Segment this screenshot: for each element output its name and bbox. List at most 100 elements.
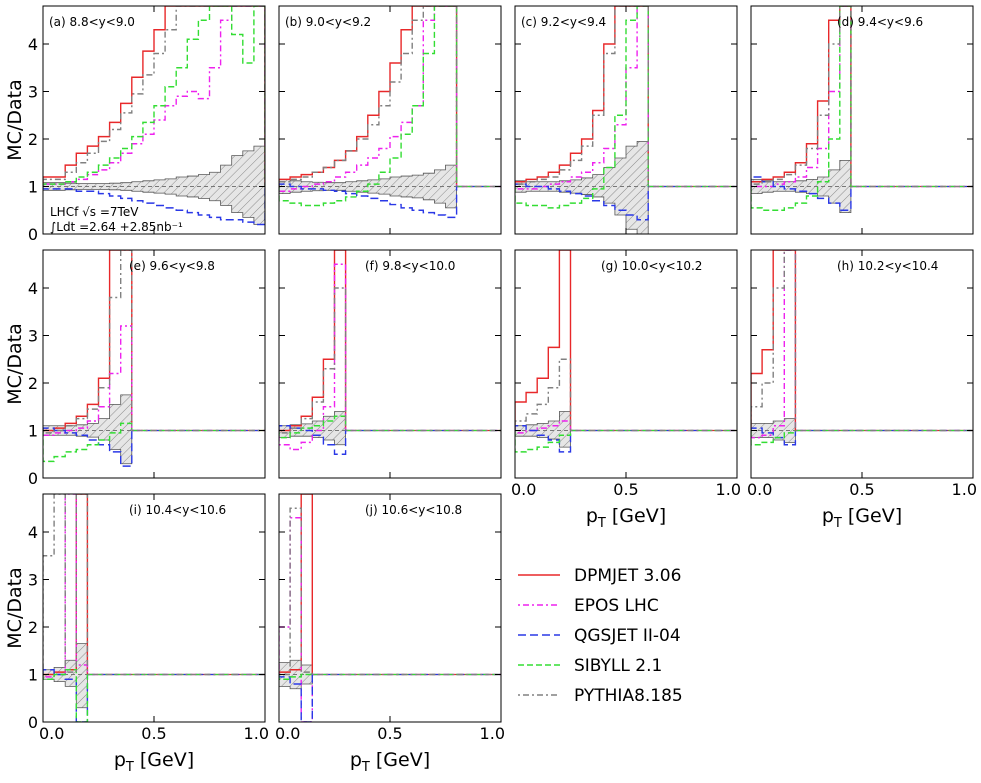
series-sibyll-2-1: [751, 6, 852, 211]
x-tick-label: 0.5: [613, 480, 638, 499]
panel-plot-area: [43, 250, 265, 467]
y-tick-label: 0: [28, 713, 38, 732]
series-epos-lhc: [279, 517, 313, 722]
panel-8: 0.0 0.5 1.0 (h) 10.2<y<10.4 pT [GeV]: [747, 249, 977, 531]
x-tick-label: 1.0: [480, 724, 505, 743]
panel-plot-area: [279, 250, 501, 455]
series-sibyll-2-1: [279, 415, 347, 439]
panel-label: (d) 9.4<y<9.6: [837, 15, 923, 29]
series-qgsjet-ii-04: [751, 427, 797, 446]
series-sibyll-2-1: [43, 669, 89, 722]
series-sibyll-2-1: [279, 6, 458, 207]
y-axis-label: MC/Data: [4, 323, 26, 404]
uncertainty-band: [515, 411, 571, 448]
y-tick-label: 0: [28, 469, 38, 488]
series-epos-lhc: [279, 263, 347, 451]
x-tick-label: 1.0: [716, 480, 741, 499]
x-tick-label: 0.0: [275, 724, 300, 743]
x-tick-label: 0.0: [39, 724, 64, 743]
series-epos-lhc: [43, 494, 89, 678]
panel-2: (b) 9.0<y<9.2: [278, 5, 502, 235]
panel-1: 0 1 2 3 4 (a) 8.8<y<9.0 MC/Data: [4, 5, 266, 244]
x-tick-label: 0.5: [377, 724, 402, 743]
legend-entry: PYTHIA8.185: [574, 686, 683, 706]
x-axis-label-unit: [GeV]: [606, 505, 666, 527]
series-dpmjet-3-06: [43, 6, 265, 187]
panels-layer: 0 1 2 3 4 (a) 8.8<y<9.0 MC/Data (b) 9.0<y<9.2 (c…: [4, 5, 977, 775]
legend-entry: EPOS LHC: [574, 596, 659, 616]
y-tick-label: 2: [28, 374, 38, 393]
legend-entry: QGSJET II-04: [574, 626, 681, 646]
series-epos-lhc: [751, 250, 797, 439]
annotation-line-1: LHCf √s =7TeV: [50, 205, 139, 219]
panel-plot-area: [515, 6, 737, 234]
x-axis-label: pT [GeV]: [586, 505, 666, 531]
series-epos-lhc: [751, 6, 852, 188]
series-qgsjet-ii-04: [279, 674, 313, 722]
panel-label: (b) 9.0<y<9.2: [285, 15, 371, 29]
panel-label: (j) 10.6<y<10.8: [365, 503, 462, 517]
panel-frame: [278, 5, 502, 235]
panel-label: (a) 8.8<y<9.0: [49, 15, 135, 29]
series-dpmjet-3-06: [751, 6, 852, 187]
y-tick-label: 1: [28, 422, 38, 441]
panel-label: (h) 10.2<y<10.4: [837, 259, 938, 273]
panel-10: 0.0 0.5 1.0 (j) 10.6<y<10.8 pT [GeV]: [275, 493, 505, 775]
series-dpmjet-3-06: [279, 494, 313, 675]
series-pythia8-185: [279, 6, 458, 187]
x-axis-label-unit: [GeV]: [134, 749, 194, 771]
series-qgsjet-ii-04: [751, 176, 852, 211]
y-tick-label: 3: [28, 83, 38, 102]
panel-6: (f) 9.8<y<10.0: [278, 249, 502, 479]
series-dpmjet-3-06: [751, 250, 797, 431]
series-epos-lhc: [515, 420, 572, 434]
x-axis-label: pT [GeV]: [114, 749, 194, 775]
panel-4: (d) 9.4<y<9.6: [750, 5, 974, 235]
series-qgsjet-ii-04: [515, 425, 572, 453]
series-sibyll-2-1: [279, 673, 313, 680]
panel-frame: [42, 249, 266, 479]
y-tick-label: 1: [28, 178, 38, 197]
panel-plot-area: [43, 6, 265, 226]
x-axis-label: pT [GeV]: [822, 505, 902, 531]
y-tick-label: 4: [28, 279, 38, 298]
series-qgsjet-ii-04: [43, 186, 265, 226]
panel-plot-area: [279, 6, 501, 219]
x-tick-label: 0.0: [511, 480, 536, 499]
panel-label: (i) 10.4<y<10.6: [129, 503, 226, 517]
series-dpmjet-3-06: [515, 6, 649, 187]
series-dpmjet-3-06: [43, 250, 133, 432]
series-dpmjet-3-06: [515, 250, 572, 431]
x-axis-label-main: p: [114, 749, 126, 771]
legend-entry: SIBYLL 2.1: [574, 656, 662, 676]
x-axis-label-unit: [GeV]: [842, 505, 902, 527]
panel-label: (e) 9.6<y<9.8: [129, 259, 215, 273]
series-epos-lhc: [279, 6, 458, 192]
x-axis-label-sub: T: [597, 516, 606, 531]
x-axis-label-main: p: [350, 749, 362, 771]
x-tick-label: 1.0: [952, 480, 977, 499]
panel-9: 0.0 0.5 1.0 0 1 2 3 4 (i) 10.4<y<10.6 MC/Data pT […: [4, 493, 269, 775]
x-tick-label: 0.0: [747, 480, 772, 499]
x-tick-label: 0.5: [141, 724, 166, 743]
series-sibyll-2-1: [515, 6, 649, 209]
series-pythia8-185: [751, 6, 852, 187]
panel-label: (g) 10.0<y<10.2: [601, 259, 702, 273]
x-axis-label-main: p: [586, 505, 598, 527]
y-axis-label: MC/Data: [4, 567, 26, 648]
panel-plot-area: [751, 250, 973, 446]
panel-label: (f) 9.8<y<10.0: [365, 259, 455, 273]
series-sibyll-2-1: [751, 430, 797, 446]
legend-entry: DPMJET 3.06: [574, 566, 681, 586]
series-pythia8-185: [43, 250, 133, 434]
series-sibyll-2-1: [515, 430, 572, 453]
series-qgsjet-ii-04: [279, 425, 347, 455]
y-tick-label: 3: [28, 327, 38, 346]
x-axis-label-sub: T: [125, 760, 134, 775]
series-pythia8-185: [43, 6, 265, 187]
series-sibyll-2-1: [43, 422, 133, 463]
legend: DPMJET 3.06 EPOS LHC QGSJET II-04 SIBYLL 2.…: [518, 566, 683, 706]
panel-frame: [750, 5, 974, 235]
uncertainty-band: [515, 140, 649, 234]
